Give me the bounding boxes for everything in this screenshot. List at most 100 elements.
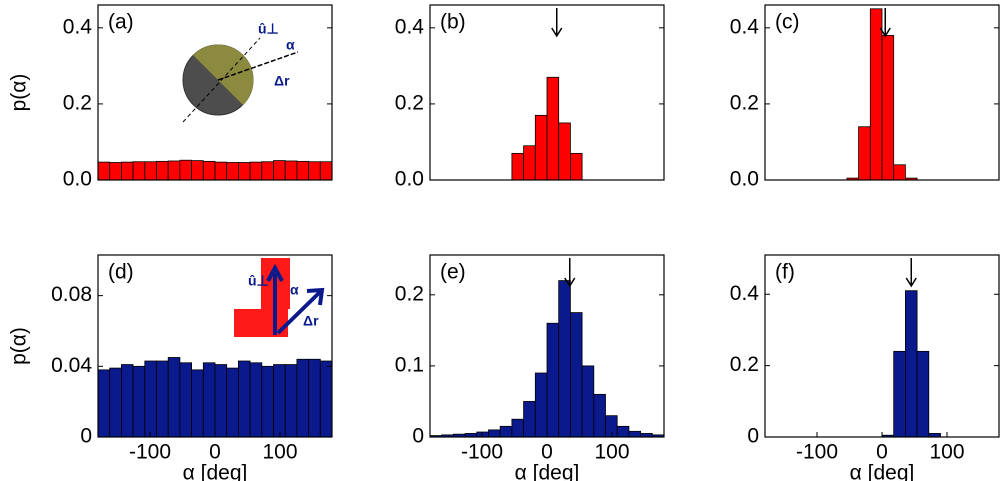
bar — [132, 365, 146, 438]
dr-arrow — [217, 51, 299, 81]
bar — [202, 362, 216, 438]
x-tick-label: -100 — [129, 441, 171, 464]
x-tick-label: 0 — [876, 441, 888, 464]
bar — [132, 161, 146, 181]
plot-frame — [97, 4, 333, 181]
bar — [167, 357, 181, 438]
dr-head — [306, 287, 325, 306]
arrow-head — [551, 27, 563, 38]
bar — [893, 164, 906, 181]
dr-arrow — [276, 290, 322, 335]
bar — [858, 126, 871, 181]
y-tick-label: 0.2 — [63, 91, 92, 114]
bar — [167, 160, 181, 181]
y-tick-label: 0.1 — [395, 353, 424, 376]
bar — [191, 369, 204, 438]
panel-label: (b) — [440, 11, 466, 34]
y-tick-label: 0 — [747, 425, 759, 448]
l-shape — [234, 258, 290, 337]
bar — [226, 162, 239, 181]
arrow-head — [879, 27, 891, 38]
x-axis-label: α [deg] — [515, 462, 580, 481]
u-head — [266, 263, 284, 282]
bar — [916, 350, 930, 438]
inset-label: û⊥ — [258, 21, 279, 37]
bar — [237, 360, 251, 438]
panel-label: (c) — [775, 11, 800, 34]
bar — [476, 431, 489, 438]
bar — [261, 365, 274, 438]
bar — [97, 369, 111, 438]
panel: 0 0.2 0.4 -100 0 100 (f) α [deg] — [730, 254, 1000, 481]
bar — [523, 401, 536, 438]
bar — [156, 360, 169, 438]
bar — [628, 430, 642, 438]
panel: 0 0.04 0.08 -100 0 100 (d) α [deg] p(α) û⊥ αΔr — [8, 254, 333, 481]
inset-label: Δr — [274, 73, 290, 89]
x-axis-label: α [deg] — [850, 462, 915, 481]
y-tick-label: 0.0 — [63, 168, 92, 191]
y-tick-label: 0.4 — [395, 15, 425, 38]
bar — [523, 145, 536, 181]
bar — [616, 425, 630, 438]
bar — [179, 362, 192, 438]
bar — [191, 160, 204, 181]
y-tick-label: 0 — [80, 425, 92, 448]
bar — [319, 360, 333, 438]
x-tick-label: 100 — [262, 441, 297, 464]
bar — [144, 161, 157, 181]
y-tick-label: 0.2 — [730, 353, 759, 376]
bar — [109, 367, 122, 438]
y-tick-label: 0.04 — [51, 354, 92, 377]
panel: 0.0 0.2 0.4 (b) — [395, 4, 665, 191]
bar — [214, 161, 228, 181]
bar — [546, 76, 560, 181]
x-tick-label: 100 — [594, 441, 629, 464]
bar — [226, 367, 239, 438]
y-axis-label: p(α) — [8, 327, 31, 365]
bar — [144, 360, 157, 438]
panel-label: (e) — [440, 261, 466, 284]
bar — [534, 114, 548, 181]
x-tick-label: 100 — [929, 441, 964, 464]
bar — [284, 160, 298, 181]
plot-frame — [764, 4, 1000, 181]
bar — [581, 365, 595, 438]
bar — [319, 161, 333, 181]
bar — [156, 160, 169, 181]
bar — [249, 161, 263, 181]
bar — [905, 290, 918, 438]
y-tick-label: 0.0 — [395, 168, 424, 191]
bar — [511, 418, 524, 438]
bar — [237, 162, 251, 181]
axis-dash — [182, 37, 261, 123]
bar — [881, 35, 895, 181]
panel-label: (a) — [108, 11, 134, 34]
plot-frame — [764, 254, 1000, 438]
y-tick-label: 0 — [412, 425, 424, 448]
plot-frame — [429, 4, 665, 181]
inset-label: û⊥ — [248, 273, 269, 289]
panel-label: (f) — [775, 261, 795, 284]
inset-label: Δr — [303, 313, 319, 329]
panel: 0.0 0.2 0.4 (a) p(α) û⊥ α Δr — [8, 4, 333, 191]
x-tick-label: -100 — [461, 441, 503, 464]
bar — [570, 152, 583, 181]
bar — [593, 393, 606, 438]
bar — [869, 8, 883, 181]
arrow-head — [564, 277, 576, 288]
inset-label: α — [286, 37, 295, 53]
bar — [558, 280, 571, 438]
x-tick-label: 0 — [541, 441, 553, 464]
y-tick-label: 0.0 — [730, 168, 759, 191]
y-tick-label: 0.08 — [51, 283, 92, 306]
x-tick-label: 0 — [209, 441, 221, 464]
bar — [214, 364, 228, 438]
bar — [202, 160, 216, 181]
sphere-cap — [193, 44, 254, 105]
bar — [308, 161, 321, 181]
bar — [570, 312, 583, 438]
bar — [546, 322, 560, 438]
inset-label: α — [290, 282, 299, 298]
